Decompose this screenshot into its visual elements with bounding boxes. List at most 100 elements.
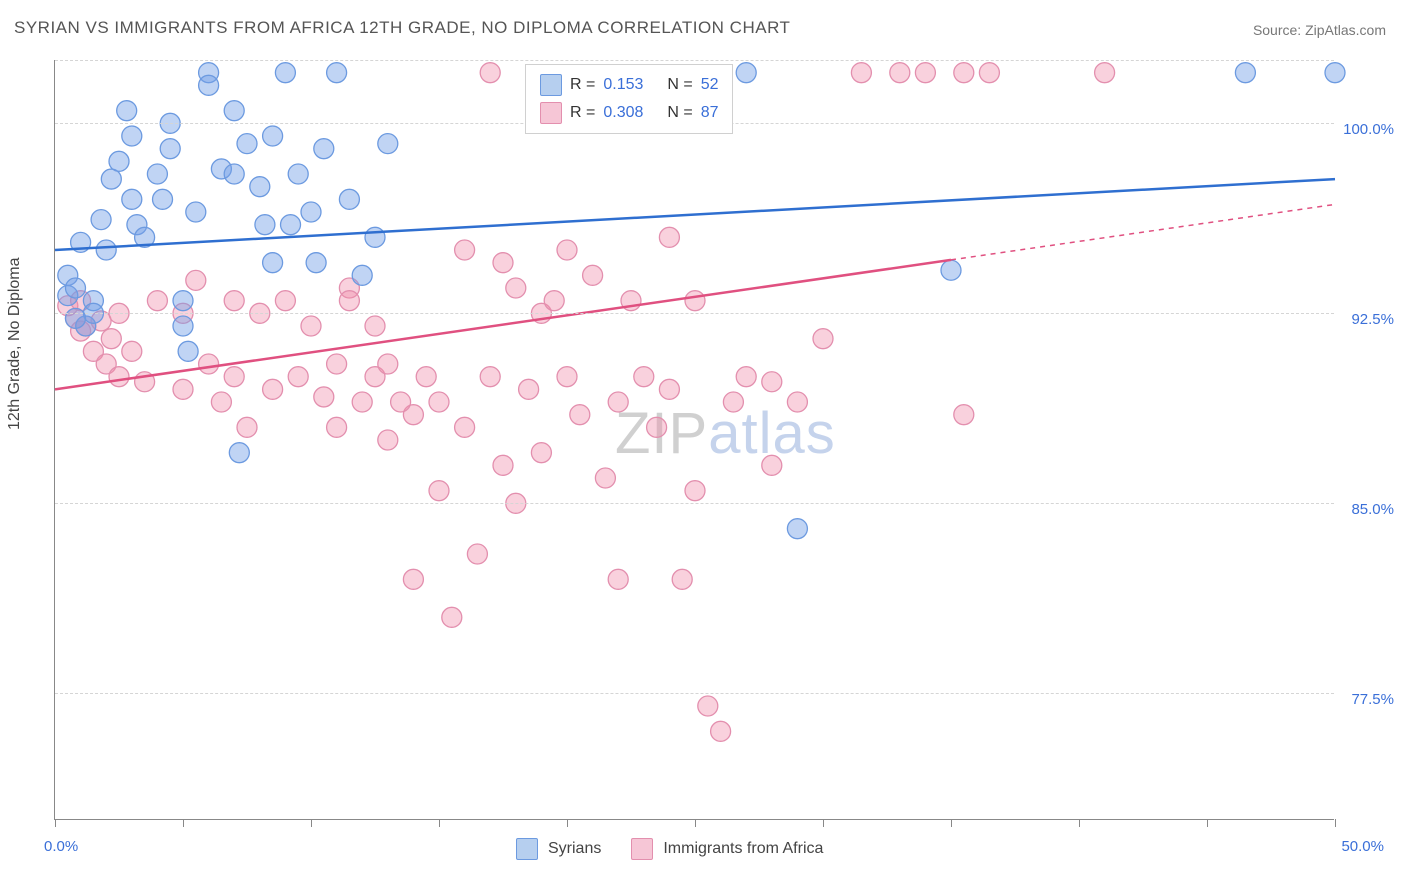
- point-series2: [711, 721, 731, 741]
- x-tick: [695, 819, 696, 827]
- point-series2: [762, 372, 782, 392]
- point-series2: [352, 392, 372, 412]
- point-series1: [365, 227, 385, 247]
- point-series1: [736, 63, 756, 83]
- point-series2: [736, 367, 756, 387]
- point-series2: [186, 270, 206, 290]
- point-series1: [109, 151, 129, 171]
- n-value: 87: [701, 104, 719, 122]
- point-series1: [186, 202, 206, 222]
- point-series2: [583, 265, 603, 285]
- point-series1: [314, 139, 334, 159]
- point-series2: [890, 63, 910, 83]
- point-series2: [263, 379, 283, 399]
- point-series2: [634, 367, 654, 387]
- point-series1: [173, 316, 193, 336]
- x-tick: [55, 819, 56, 827]
- x-tick: [823, 819, 824, 827]
- legend-label: Immigrants from Africa: [663, 840, 823, 858]
- point-series1: [327, 63, 347, 83]
- point-series1: [160, 139, 180, 159]
- point-series1: [263, 253, 283, 273]
- point-series2: [455, 417, 475, 437]
- point-series2: [429, 481, 449, 501]
- point-series2: [224, 291, 244, 311]
- point-series2: [659, 227, 679, 247]
- point-series2: [416, 367, 436, 387]
- point-series2: [672, 569, 692, 589]
- point-series2: [519, 379, 539, 399]
- point-series1: [301, 202, 321, 222]
- point-series2: [147, 291, 167, 311]
- point-series2: [199, 354, 219, 374]
- point-series1: [65, 308, 85, 328]
- point-series1: [352, 265, 372, 285]
- point-series2: [480, 367, 500, 387]
- r-label: R =: [570, 76, 595, 94]
- y-tick-label: 92.5%: [1351, 311, 1394, 328]
- point-series2: [557, 367, 577, 387]
- point-series2: [762, 455, 782, 475]
- point-series2: [339, 291, 359, 311]
- point-series1: [306, 253, 326, 273]
- r-value: 0.308: [603, 104, 659, 122]
- point-series2: [301, 316, 321, 336]
- source-label: Source: ZipAtlas.com: [1253, 22, 1386, 38]
- x-axis-max-label: 50.0%: [1341, 838, 1384, 855]
- point-series1: [263, 126, 283, 146]
- r-label: R =: [570, 104, 595, 122]
- point-series2: [647, 417, 667, 437]
- point-series2: [608, 392, 628, 412]
- point-series1: [339, 189, 359, 209]
- point-series2: [954, 405, 974, 425]
- point-series2: [595, 468, 615, 488]
- point-series2: [211, 392, 231, 412]
- point-series2: [403, 569, 423, 589]
- point-series2: [173, 379, 193, 399]
- point-series2: [314, 387, 334, 407]
- x-tick: [951, 819, 952, 827]
- stats-legend: R =0.153N =52R =0.308N =87: [525, 64, 733, 134]
- point-series2: [723, 392, 743, 412]
- n-value: 52: [701, 76, 719, 94]
- point-series1: [122, 126, 142, 146]
- point-series1: [101, 169, 121, 189]
- point-series2: [455, 240, 475, 260]
- point-series2: [365, 316, 385, 336]
- point-series2: [442, 607, 462, 627]
- x-tick: [183, 819, 184, 827]
- point-series1: [122, 189, 142, 209]
- point-series2: [954, 63, 974, 83]
- point-series2: [288, 367, 308, 387]
- point-series1: [178, 341, 198, 361]
- point-series1: [173, 291, 193, 311]
- point-series1: [255, 215, 275, 235]
- point-series1: [787, 519, 807, 539]
- point-series1: [91, 210, 111, 230]
- point-series1: [941, 260, 961, 280]
- point-series1: [288, 164, 308, 184]
- point-series1: [199, 75, 219, 95]
- point-series2: [608, 569, 628, 589]
- point-series1: [224, 101, 244, 121]
- y-axis-label: 12th Grade, No Diploma: [6, 257, 24, 430]
- x-tick: [439, 819, 440, 827]
- y-tick-label: 100.0%: [1343, 121, 1394, 138]
- point-series1: [1235, 63, 1255, 83]
- n-label: N =: [667, 76, 692, 94]
- point-series2: [378, 430, 398, 450]
- grid-line: [55, 60, 1334, 61]
- point-series1: [250, 177, 270, 197]
- point-series2: [327, 417, 347, 437]
- point-series2: [122, 341, 142, 361]
- x-tick: [1079, 819, 1080, 827]
- x-axis-min-label: 0.0%: [44, 838, 78, 855]
- point-series1: [153, 189, 173, 209]
- point-series2: [378, 354, 398, 374]
- y-tick-label: 77.5%: [1351, 691, 1394, 708]
- grid-line: [55, 693, 1334, 694]
- point-series1: [281, 215, 301, 235]
- point-series2: [506, 278, 526, 298]
- point-series2: [480, 63, 500, 83]
- point-series2: [429, 392, 449, 412]
